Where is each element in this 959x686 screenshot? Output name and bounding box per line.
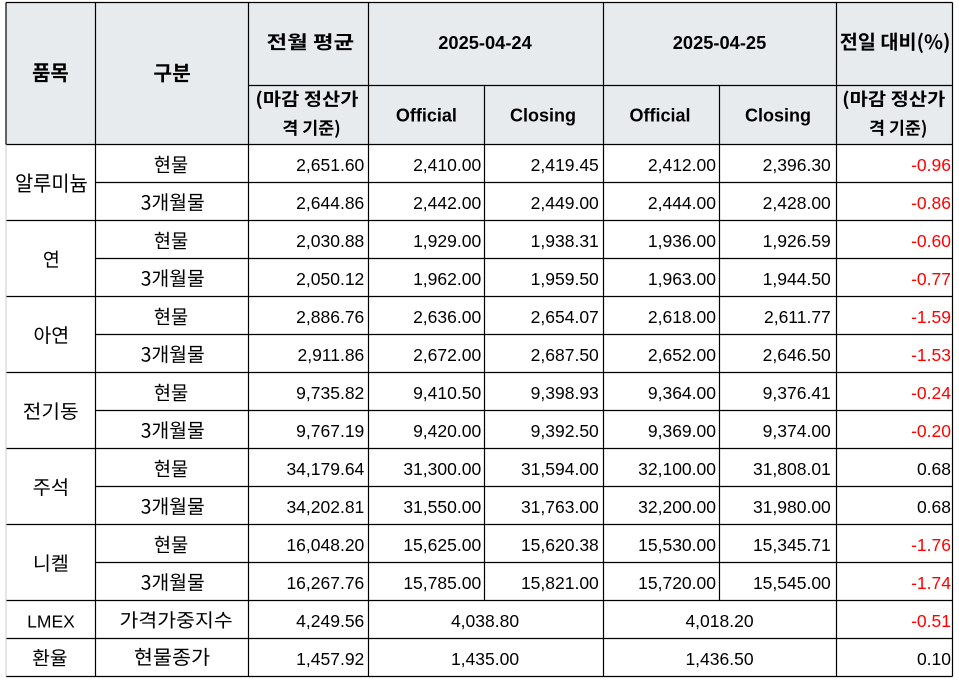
svg-text:0.68: 0.68 xyxy=(917,459,951,479)
svg-text:9,735.82: 9,735.82 xyxy=(296,383,364,403)
svg-text:15,821.00: 15,821.00 xyxy=(521,573,599,593)
svg-text:2,886.76: 2,886.76 xyxy=(296,307,364,327)
svg-text:2,428.00: 2,428.00 xyxy=(763,193,831,213)
svg-text:2,618.00: 2,618.00 xyxy=(648,307,716,327)
svg-text:-0.60: -0.60 xyxy=(911,231,951,251)
svg-text:1,944.50: 1,944.50 xyxy=(763,269,831,289)
svg-text:Closing: Closing xyxy=(745,106,811,126)
svg-text:31,594.00: 31,594.00 xyxy=(521,459,599,479)
svg-text:15,530.00: 15,530.00 xyxy=(638,535,716,555)
svg-text:1,929.00: 1,929.00 xyxy=(413,231,481,251)
svg-text:4,038.80: 4,038.80 xyxy=(451,611,519,631)
svg-text:2,442.00: 2,442.00 xyxy=(413,193,481,213)
svg-text:31,550.00: 31,550.00 xyxy=(403,497,481,517)
svg-text:-1.76: -1.76 xyxy=(911,535,951,555)
svg-text:2,672.00: 2,672.00 xyxy=(413,345,481,365)
svg-text:1,457.92: 1,457.92 xyxy=(296,649,364,669)
svg-text:9,374.00: 9,374.00 xyxy=(763,421,831,441)
svg-text:1,436.50: 1,436.50 xyxy=(685,649,753,669)
svg-text:2,030.88: 2,030.88 xyxy=(296,231,364,251)
svg-text:4,018.20: 4,018.20 xyxy=(685,611,753,631)
svg-text:9,420.00: 9,420.00 xyxy=(413,421,481,441)
svg-text:1,926.59: 1,926.59 xyxy=(763,231,831,251)
svg-text:-0.96: -0.96 xyxy=(911,155,951,175)
svg-text:2,651.60: 2,651.60 xyxy=(296,155,364,175)
svg-text:1,963.00: 1,963.00 xyxy=(648,269,716,289)
svg-text:2,644.86: 2,644.86 xyxy=(296,193,364,213)
svg-text:Official: Official xyxy=(629,106,690,126)
svg-text:-0.24: -0.24 xyxy=(911,383,951,403)
svg-text:9,376.41: 9,376.41 xyxy=(763,383,831,403)
svg-text:2,687.50: 2,687.50 xyxy=(531,345,599,365)
svg-text:15,545.00: 15,545.00 xyxy=(753,573,831,593)
svg-text:-0.51: -0.51 xyxy=(911,611,951,631)
svg-text:34,202.81: 34,202.81 xyxy=(286,497,364,517)
svg-text:1,435.00: 1,435.00 xyxy=(451,649,519,669)
svg-text:2,911.86: 2,911.86 xyxy=(297,345,364,365)
svg-text:16,267.76: 16,267.76 xyxy=(286,573,364,593)
svg-text:-0.77: -0.77 xyxy=(911,269,951,289)
svg-text:2,654.07: 2,654.07 xyxy=(531,307,599,327)
svg-text:9,767.19: 9,767.19 xyxy=(296,421,364,441)
svg-text:32,100.00: 32,100.00 xyxy=(638,459,716,479)
svg-text:31,980.00: 31,980.00 xyxy=(753,497,831,517)
svg-text:16,048.20: 16,048.20 xyxy=(286,535,364,555)
svg-text:9,398.93: 9,398.93 xyxy=(531,383,599,403)
svg-text:1,959.50: 1,959.50 xyxy=(531,269,599,289)
svg-text:-0.20: -0.20 xyxy=(911,421,951,441)
svg-text:1,936.00: 1,936.00 xyxy=(648,231,716,251)
svg-text:2,611.77: 2,611.77 xyxy=(764,307,831,327)
svg-text:2,444.00: 2,444.00 xyxy=(648,193,716,213)
svg-text:4,249.56: 4,249.56 xyxy=(296,611,364,631)
svg-text:15,620.38: 15,620.38 xyxy=(521,535,599,555)
svg-text:Official: Official xyxy=(396,106,457,126)
svg-text:2,652.00: 2,652.00 xyxy=(648,345,716,365)
svg-text:LMEX: LMEX xyxy=(27,612,75,632)
svg-text:9,392.50: 9,392.50 xyxy=(531,421,599,441)
svg-text:2025-04-25: 2025-04-25 xyxy=(673,32,767,53)
svg-text:15,720.00: 15,720.00 xyxy=(638,573,716,593)
svg-text:15,345.71: 15,345.71 xyxy=(753,535,831,555)
svg-text:2,419.45: 2,419.45 xyxy=(531,155,599,175)
svg-text:9,364.00: 9,364.00 xyxy=(648,383,716,403)
svg-text:15,625.00: 15,625.00 xyxy=(403,535,481,555)
svg-text:31,763.00: 31,763.00 xyxy=(521,497,599,517)
svg-text:-1.53: -1.53 xyxy=(911,345,951,365)
svg-text:-1.74: -1.74 xyxy=(911,573,951,593)
svg-text:31,808.01: 31,808.01 xyxy=(753,459,831,479)
svg-text:-1.59: -1.59 xyxy=(911,307,951,327)
svg-text:9,369.00: 9,369.00 xyxy=(648,421,716,441)
svg-text:31,300.00: 31,300.00 xyxy=(403,459,481,479)
svg-text:15,785.00: 15,785.00 xyxy=(403,573,481,593)
svg-text:2,396.30: 2,396.30 xyxy=(763,155,831,175)
svg-text:Closing: Closing xyxy=(510,106,576,126)
svg-text:1,938.31: 1,938.31 xyxy=(531,231,599,251)
svg-text:2,646.50: 2,646.50 xyxy=(763,345,831,365)
svg-text:34,179.64: 34,179.64 xyxy=(286,459,364,479)
svg-text:0.10: 0.10 xyxy=(917,649,951,669)
svg-text:9,410.50: 9,410.50 xyxy=(413,383,481,403)
svg-text:2025-04-24: 2025-04-24 xyxy=(438,32,532,53)
svg-text:2,449.00: 2,449.00 xyxy=(531,193,599,213)
svg-text:32,200.00: 32,200.00 xyxy=(638,497,716,517)
svg-text:2,050.12: 2,050.12 xyxy=(296,269,364,289)
svg-text:0.68: 0.68 xyxy=(917,497,951,517)
svg-text:1,962.00: 1,962.00 xyxy=(413,269,481,289)
svg-text:2,412.00: 2,412.00 xyxy=(648,155,716,175)
svg-text:2,410.00: 2,410.00 xyxy=(413,155,481,175)
svg-text:2,636.00: 2,636.00 xyxy=(413,307,481,327)
svg-text:-0.86: -0.86 xyxy=(911,193,951,213)
